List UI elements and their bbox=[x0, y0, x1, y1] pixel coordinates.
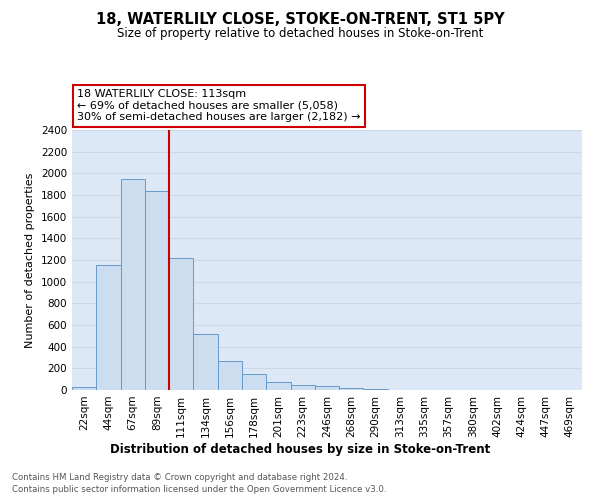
Bar bbox=[72, 387, 96, 390]
Bar bbox=[242, 374, 266, 390]
Bar bbox=[169, 258, 193, 390]
Text: Distribution of detached houses by size in Stoke-on-Trent: Distribution of detached houses by size … bbox=[110, 442, 490, 456]
Bar bbox=[315, 386, 339, 390]
Bar bbox=[339, 388, 364, 390]
Bar bbox=[96, 266, 121, 390]
Text: Contains public sector information licensed under the Open Government Licence v3: Contains public sector information licen… bbox=[12, 485, 386, 494]
Bar bbox=[193, 334, 218, 390]
Bar bbox=[266, 382, 290, 390]
Bar bbox=[121, 179, 145, 390]
Y-axis label: Number of detached properties: Number of detached properties bbox=[25, 172, 35, 348]
Text: 18 WATERLILY CLOSE: 113sqm
← 69% of detached houses are smaller (5,058)
30% of s: 18 WATERLILY CLOSE: 113sqm ← 69% of deta… bbox=[77, 89, 361, 122]
Bar bbox=[290, 384, 315, 390]
Text: 18, WATERLILY CLOSE, STOKE-ON-TRENT, ST1 5PY: 18, WATERLILY CLOSE, STOKE-ON-TRENT, ST1… bbox=[95, 12, 505, 28]
Text: Contains HM Land Registry data © Crown copyright and database right 2024.: Contains HM Land Registry data © Crown c… bbox=[12, 472, 347, 482]
Text: Size of property relative to detached houses in Stoke-on-Trent: Size of property relative to detached ho… bbox=[117, 28, 483, 40]
Bar bbox=[218, 362, 242, 390]
Bar bbox=[145, 190, 169, 390]
